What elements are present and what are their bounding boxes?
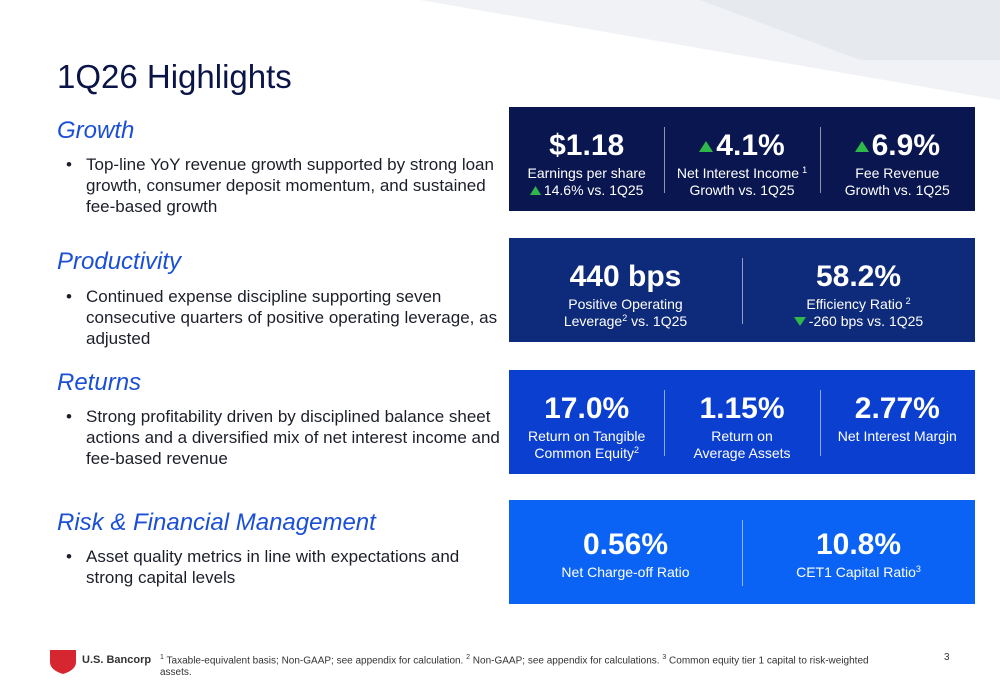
metric-value-row: 4.1%: [699, 127, 785, 165]
metric-value: $1.18: [549, 129, 625, 162]
metric-value: 2.77%: [854, 392, 940, 425]
metric-label: Growth vs. 1Q25: [845, 182, 950, 199]
metric-label: Growth vs. 1Q25: [689, 182, 794, 199]
metric-panel: 0.56% Net Charge-off Ratio 10.8% CET1 Ca…: [509, 500, 975, 604]
footnote-text: Taxable-equivalent basis; Non-GAAP; see …: [163, 655, 467, 667]
metric-value: 1.15%: [699, 392, 785, 425]
metric-label: CET1 Capital Ratio 3: [796, 564, 921, 581]
label-text: Growth vs. 1Q25: [689, 182, 795, 198]
metric-value: 6.9%: [871, 129, 941, 162]
bullet: Continued expense discipline supporting …: [66, 286, 506, 349]
page-number: 3: [944, 652, 950, 663]
down-arrow: [793, 317, 806, 326]
label-text: Return on Tangible: [528, 428, 646, 444]
section-heading: Returns: [57, 369, 142, 396]
metric-value: 10.8%: [815, 528, 902, 561]
metric-label: Leverage 2 vs. 1Q25: [564, 313, 687, 330]
label-text: Efficiency Ratio: [806, 296, 903, 312]
metric: 17.0% Return on Tangible Common Equity 2: [509, 370, 664, 474]
metric: $1.18 Earnings per share 14.6% vs. 1Q25: [509, 107, 664, 211]
metric: 6.9% Fee Revenue Growth vs. 1Q25: [819, 107, 975, 211]
metric-value: 0.56%: [582, 528, 669, 561]
metric-label: Earnings per share: [528, 165, 646, 182]
up-arrow: [854, 140, 869, 152]
metric: 2.77% Net Interest Margin: [819, 370, 975, 474]
label-text: Leverage: [563, 313, 623, 329]
section-heading: Productivity: [57, 248, 182, 275]
footnote-mark: 2: [622, 313, 628, 323]
label-text: Return on: [711, 428, 773, 444]
up-arrow: [529, 186, 541, 195]
metric-label: Fee Revenue: [855, 165, 939, 182]
footnote-mark: 1: [160, 654, 164, 661]
label-text: Earnings per share: [527, 165, 646, 181]
logo-shield: [50, 650, 76, 674]
metric: 10.8% CET1 Capital Ratio 3: [742, 500, 975, 604]
footnote-text: Common equity tier 1 capital to risk-wei…: [160, 655, 869, 679]
label-text: Positive Operating: [568, 296, 683, 312]
footnote-mark: 3: [915, 564, 921, 574]
metric-value: 58.2%: [815, 260, 902, 293]
footnote-text: Non-GAAP; see appendix for calculations.: [470, 655, 663, 667]
label-text: vs. 1Q25: [627, 313, 688, 329]
metric-value-row: 6.9%: [854, 127, 941, 165]
metric-label: -260 bps vs. 1Q25: [793, 313, 924, 330]
metric-label: Positive Operating: [568, 296, 682, 313]
metric-label: Average Assets: [693, 445, 790, 462]
metric-value: 17.0%: [544, 392, 630, 425]
footnote-mark: 2: [633, 445, 639, 455]
metric: 0.56% Net Charge-off Ratio: [509, 500, 742, 604]
bullet: Top-line YoY revenue growth supported by…: [66, 154, 506, 217]
footnotes: 1 Taxable-equivalent basis; Non-GAAP; se…: [160, 652, 900, 679]
metric-label: Efficiency Ratio 2: [806, 296, 910, 313]
metric-panel: 440 bps Positive Operating Leverage 2 vs.…: [509, 238, 975, 342]
metric: 4.1% Net Interest Income 1 Growth vs. 1Q2…: [664, 107, 819, 211]
metric-label: Return on: [711, 428, 772, 445]
footnote-mark: 2: [466, 654, 471, 661]
metric-value: 440 bps: [569, 260, 682, 293]
label-text: Net Interest Income: [676, 165, 800, 181]
metric: 440 bps Positive Operating Leverage 2 vs.…: [509, 238, 742, 342]
metric-label: Net Interest Margin: [838, 428, 957, 445]
metric-panel: 17.0% Return on Tangible Common Equity 2 …: [509, 370, 975, 474]
label-text: Average Assets: [693, 445, 791, 461]
metric: 58.2% Efficiency Ratio 2 -260 bps vs. 1Q2…: [742, 238, 975, 342]
label-text: CET1 Capital Ratio: [796, 564, 916, 580]
metric-label: Net Charge-off Ratio: [561, 564, 689, 581]
label-text: Fee Revenue: [855, 165, 940, 181]
metric-label: Return on Tangible: [528, 428, 645, 445]
footnote-mark: 3: [662, 654, 667, 661]
metric-label: 14.6% vs. 1Q25: [529, 182, 644, 199]
brand-name: U.S. Bancorp: [82, 654, 152, 666]
label-text: Common Equity: [534, 445, 634, 461]
metric-label: Net Interest Income 1: [677, 165, 807, 182]
section-heading: Risk & Financial Management: [57, 509, 376, 536]
label-text: 14.6% vs. 1Q25: [543, 182, 644, 198]
footnote-mark: 2: [905, 296, 911, 306]
label-text: -260 bps vs. 1Q25: [808, 313, 924, 329]
bullet: Asset quality metrics in line with expec…: [66, 546, 506, 588]
metric-value: 4.1%: [716, 129, 785, 162]
bg-shape: [700, 0, 1000, 60]
metric-label: Common Equity 2: [534, 445, 639, 462]
metric-panel: $1.18 Earnings per share 14.6% vs. 1Q25 …: [509, 107, 975, 211]
slide-title: 1Q26 Highlights: [57, 58, 292, 95]
metric: 1.15% Return on Average Assets: [664, 370, 819, 474]
label-text: Net Charge-off Ratio: [561, 564, 690, 580]
bullet: Strong profitability driven by disciplin…: [66, 406, 506, 469]
up-arrow: [699, 140, 714, 152]
label-text: Growth vs. 1Q25: [844, 182, 950, 198]
footnote-mark: 1: [802, 165, 808, 175]
section-heading: Growth: [57, 117, 135, 144]
label-text: Net Interest Margin: [837, 428, 957, 444]
